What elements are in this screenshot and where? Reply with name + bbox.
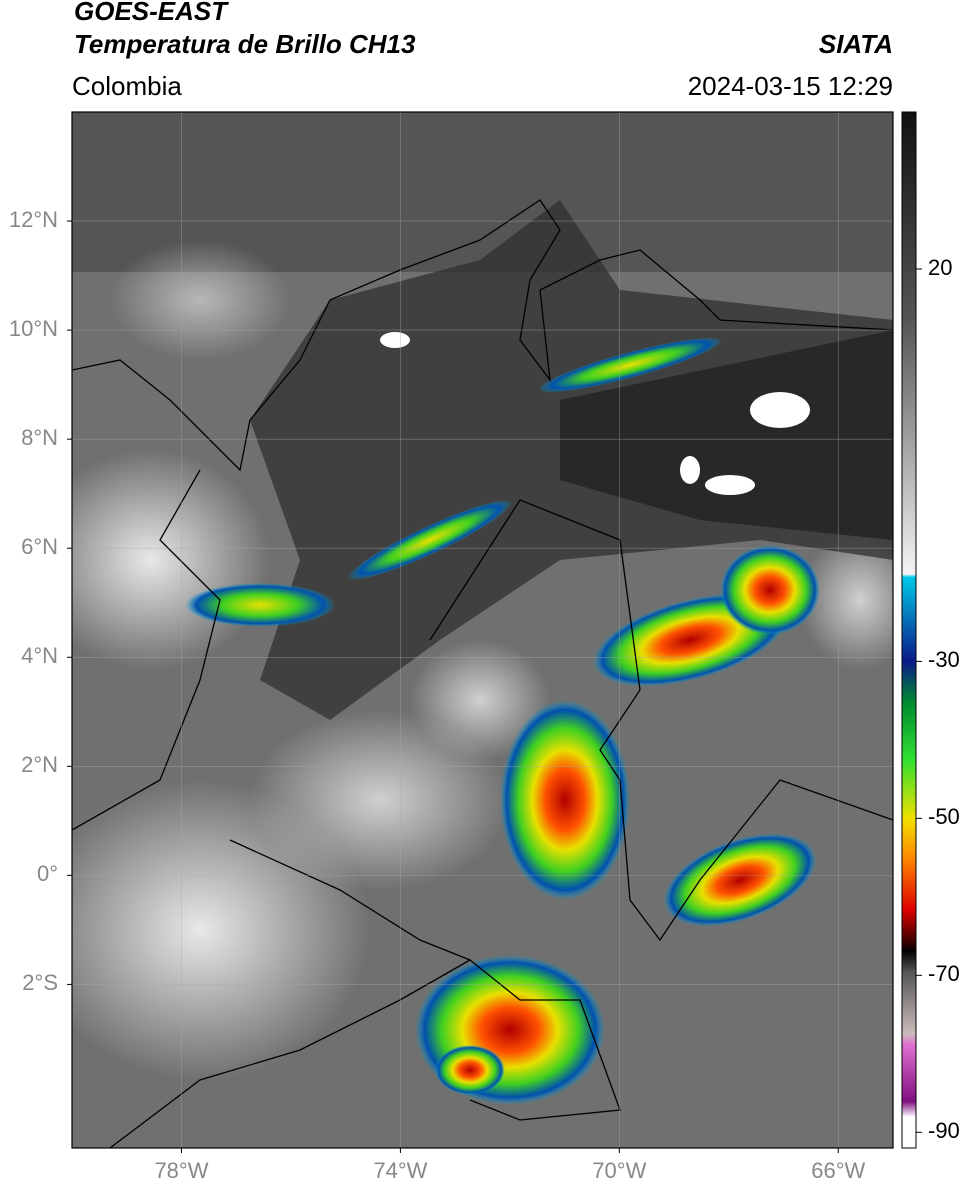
region: Colombia [72,71,182,101]
colorbar [901,111,917,1149]
subtitle: Temperatura de Brillo CH13 [74,29,416,59]
lat-label: 10°N [9,316,58,341]
convection [185,583,335,627]
datetime: 2024-03-15 12:29 [688,71,893,101]
lon-label: 70°W [592,1158,646,1183]
source: SIATA [819,29,893,59]
lat-label: 12°N [9,207,58,232]
convection [348,499,512,581]
lat-label: 4°N [21,643,58,668]
cloud [250,710,510,890]
borders [72,469,893,1148]
colorbar-label: -90 [928,1118,960,1143]
warm-patch [380,332,410,348]
convection [720,545,820,635]
title: GOES-EAST [74,0,229,26]
axes: 12°N 10°N 8°N 6°N 4°N 2°N 0° 2°S 78°W 74°W 70°W 66°… [9,112,960,1183]
warm-patch [680,456,700,484]
cold-land [560,330,893,540]
lat-label: 0° [37,861,58,886]
cloud [110,240,290,360]
coastline [72,199,893,472]
colorbar-label: -50 [928,804,960,829]
warm-patch [750,392,810,428]
colorbar-label: -30 [928,647,960,672]
lon-label: 74°W [373,1158,427,1183]
colorbar-label: -70 [928,961,960,986]
map-frame [71,111,894,1149]
cloud [800,530,893,670]
lat-label: 2°N [21,752,58,777]
convection [500,700,630,900]
satellite-image [72,112,893,1148]
cloud [72,450,270,670]
lat-label: 8°N [21,425,58,450]
cloud [410,640,550,760]
warm-patch [705,475,755,495]
lon-label: 66°W [811,1158,865,1183]
convection [538,337,722,393]
convection [435,1045,505,1095]
convection [663,833,817,927]
colorbar-label: 20 [928,255,952,280]
lat-label: 6°N [21,534,58,559]
lon-label: 78°W [154,1158,208,1183]
lat-label: 2°S [22,970,58,995]
